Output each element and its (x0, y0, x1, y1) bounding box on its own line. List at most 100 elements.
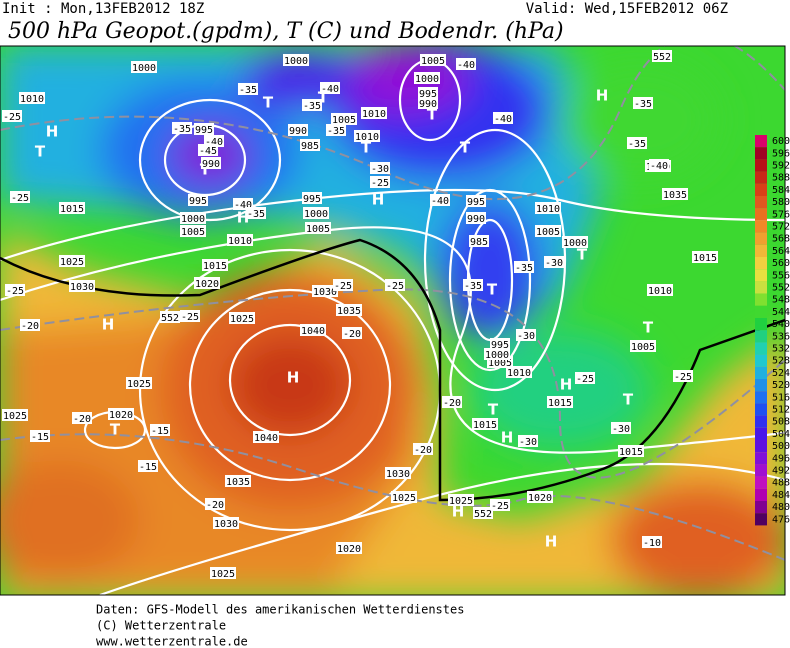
label-box (418, 97, 438, 109)
legend-swatch (755, 464, 767, 477)
label-box (312, 285, 338, 297)
label-box (225, 475, 251, 487)
contour-label: 1020 (337, 544, 361, 555)
pressure-center: T (318, 89, 329, 107)
label-box (131, 61, 157, 73)
label-box (611, 422, 631, 434)
pressure-center: H (501, 429, 514, 447)
label-box (180, 310, 200, 322)
contour-label: 1000 (485, 350, 509, 361)
contour-label: 1030 (214, 519, 238, 530)
contour-label: -35 (303, 101, 321, 112)
legend-label: 552 (772, 283, 790, 294)
contour-label: -40 (321, 84, 339, 95)
label-box (320, 82, 340, 94)
label-box (575, 372, 595, 384)
label-box (518, 435, 538, 447)
contour-label: -35 (634, 99, 652, 110)
contour-label: 1025 (449, 496, 473, 507)
footer-line: (C) Wetterzentrale (96, 619, 226, 633)
label-box (630, 340, 656, 352)
label-box (342, 327, 362, 339)
contour-label: -40 (457, 60, 475, 71)
pressure-center: H (560, 376, 573, 394)
footer-line: Daten: GFS-Modell des amerikanischen Wet… (96, 603, 464, 617)
label-box (466, 212, 486, 224)
label-box (413, 443, 433, 455)
map-area (0, 46, 785, 595)
legend-label: 512 (772, 405, 790, 416)
label-box (227, 234, 253, 246)
legend-label: 600 (772, 136, 790, 147)
contour-label: 990 (467, 214, 485, 225)
label-box (229, 312, 255, 324)
label-box (30, 430, 50, 442)
label-box (385, 279, 405, 291)
contour-label: -40 (205, 137, 223, 148)
contour-label: -25 (386, 281, 404, 292)
contour-label: 1005 (631, 342, 655, 353)
contour-label: 995 (195, 125, 213, 136)
pressure-center: T (460, 139, 471, 157)
footer-line: www.wetterzentrale.de (96, 635, 248, 648)
contour-label: 990 (202, 159, 220, 170)
contour-label: -30 (517, 331, 535, 342)
label-box (442, 396, 462, 408)
label-box (370, 176, 390, 188)
contour-label: 1020 (109, 410, 133, 421)
label-box (506, 366, 532, 378)
legend-label: 496 (772, 453, 790, 464)
label-box (472, 418, 498, 430)
label-box (305, 222, 331, 234)
label-box (213, 517, 239, 529)
contour-label: -15 (151, 426, 169, 437)
label-box (10, 191, 30, 203)
contour-label: 1005 (421, 56, 445, 67)
label-box (253, 431, 279, 443)
label-box (302, 192, 322, 204)
label-box (463, 279, 483, 291)
label-box (283, 54, 309, 66)
contour-label: 1015 (619, 447, 643, 458)
label-box (385, 467, 411, 479)
contour-label: 1010 (228, 236, 252, 247)
pressure-center: T (35, 143, 46, 161)
label-box (336, 304, 362, 316)
contour-label: -25 (11, 193, 29, 204)
legend-swatch (755, 183, 767, 196)
legend-swatch (755, 354, 767, 367)
contour-label: -30 (545, 258, 563, 269)
legend-label: 568 (772, 234, 790, 245)
contour-label: 1005 (488, 358, 512, 369)
label-box (544, 256, 564, 268)
contour-label: 1025 (211, 569, 235, 580)
contour-label: -35 (239, 85, 257, 96)
label-box (180, 212, 206, 224)
label-box (138, 460, 158, 472)
label-box (627, 137, 647, 149)
label-box (194, 277, 220, 289)
contour-label: 1030 (386, 469, 410, 480)
legend-swatch (755, 220, 767, 233)
contour-label: -25 (6, 286, 24, 297)
contour-label: -25 (334, 281, 352, 292)
pressure-center: T (488, 401, 499, 419)
label-box (300, 324, 326, 336)
label-box (673, 370, 693, 382)
label-box (59, 255, 85, 267)
label-box (514, 261, 534, 273)
legend-swatch (755, 488, 767, 501)
contour-label: 1015 (60, 204, 84, 215)
label-box (20, 319, 40, 331)
contour-label: 1010 (355, 132, 379, 143)
legend-swatch (755, 293, 767, 306)
legend-swatch (755, 208, 767, 221)
label-box (456, 58, 476, 70)
pressure-center: H (545, 533, 558, 551)
label-box (420, 54, 446, 66)
isotherms (0, 46, 785, 561)
contour-label: -20 (206, 500, 224, 511)
label-box (418, 87, 438, 99)
pressure-center: T (577, 246, 588, 264)
legend-label: 576 (772, 209, 790, 220)
